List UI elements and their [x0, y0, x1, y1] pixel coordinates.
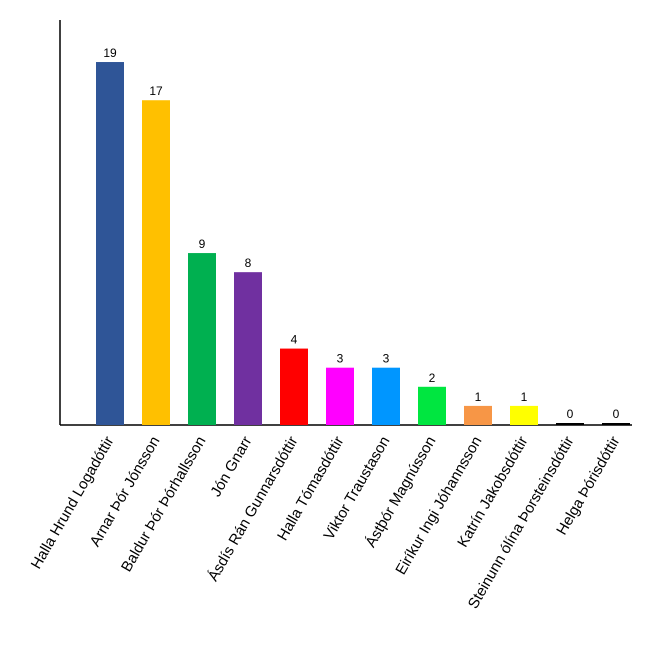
- bar: [326, 367, 354, 425]
- bar: [510, 405, 538, 425]
- x-tick-label: Halla Hrund Logadóttir: [28, 434, 118, 572]
- x-tick-label: Eiríkur Ingi Jóhannsson: [392, 434, 485, 578]
- bar: [188, 253, 216, 425]
- x-tick-label: Ásdís Rán Gunnarsdóttir: [205, 433, 302, 584]
- value-label: 0: [613, 407, 620, 421]
- bar: [96, 62, 124, 426]
- bar: [234, 272, 262, 425]
- value-label: 4: [291, 333, 298, 347]
- value-label: 1: [521, 390, 528, 404]
- bar: [602, 423, 630, 425]
- bar: [280, 348, 308, 425]
- x-tick-label: Baldur Þór Þórhallsson: [118, 434, 209, 575]
- value-label: 0: [567, 407, 574, 421]
- value-label: 3: [383, 352, 390, 366]
- bar: [142, 100, 170, 426]
- value-label: 9: [199, 237, 206, 251]
- value-label: 8: [245, 256, 252, 270]
- bar: [556, 423, 584, 425]
- x-tick-label: Jón Gnarr: [207, 434, 255, 500]
- bar: [418, 386, 446, 425]
- bar: [372, 367, 400, 425]
- value-label: 1: [475, 390, 482, 404]
- bar: [464, 405, 492, 425]
- value-label: 17: [149, 84, 163, 98]
- value-label: 2: [429, 371, 436, 385]
- value-label: 19: [103, 46, 117, 60]
- value-label: 3: [337, 352, 344, 366]
